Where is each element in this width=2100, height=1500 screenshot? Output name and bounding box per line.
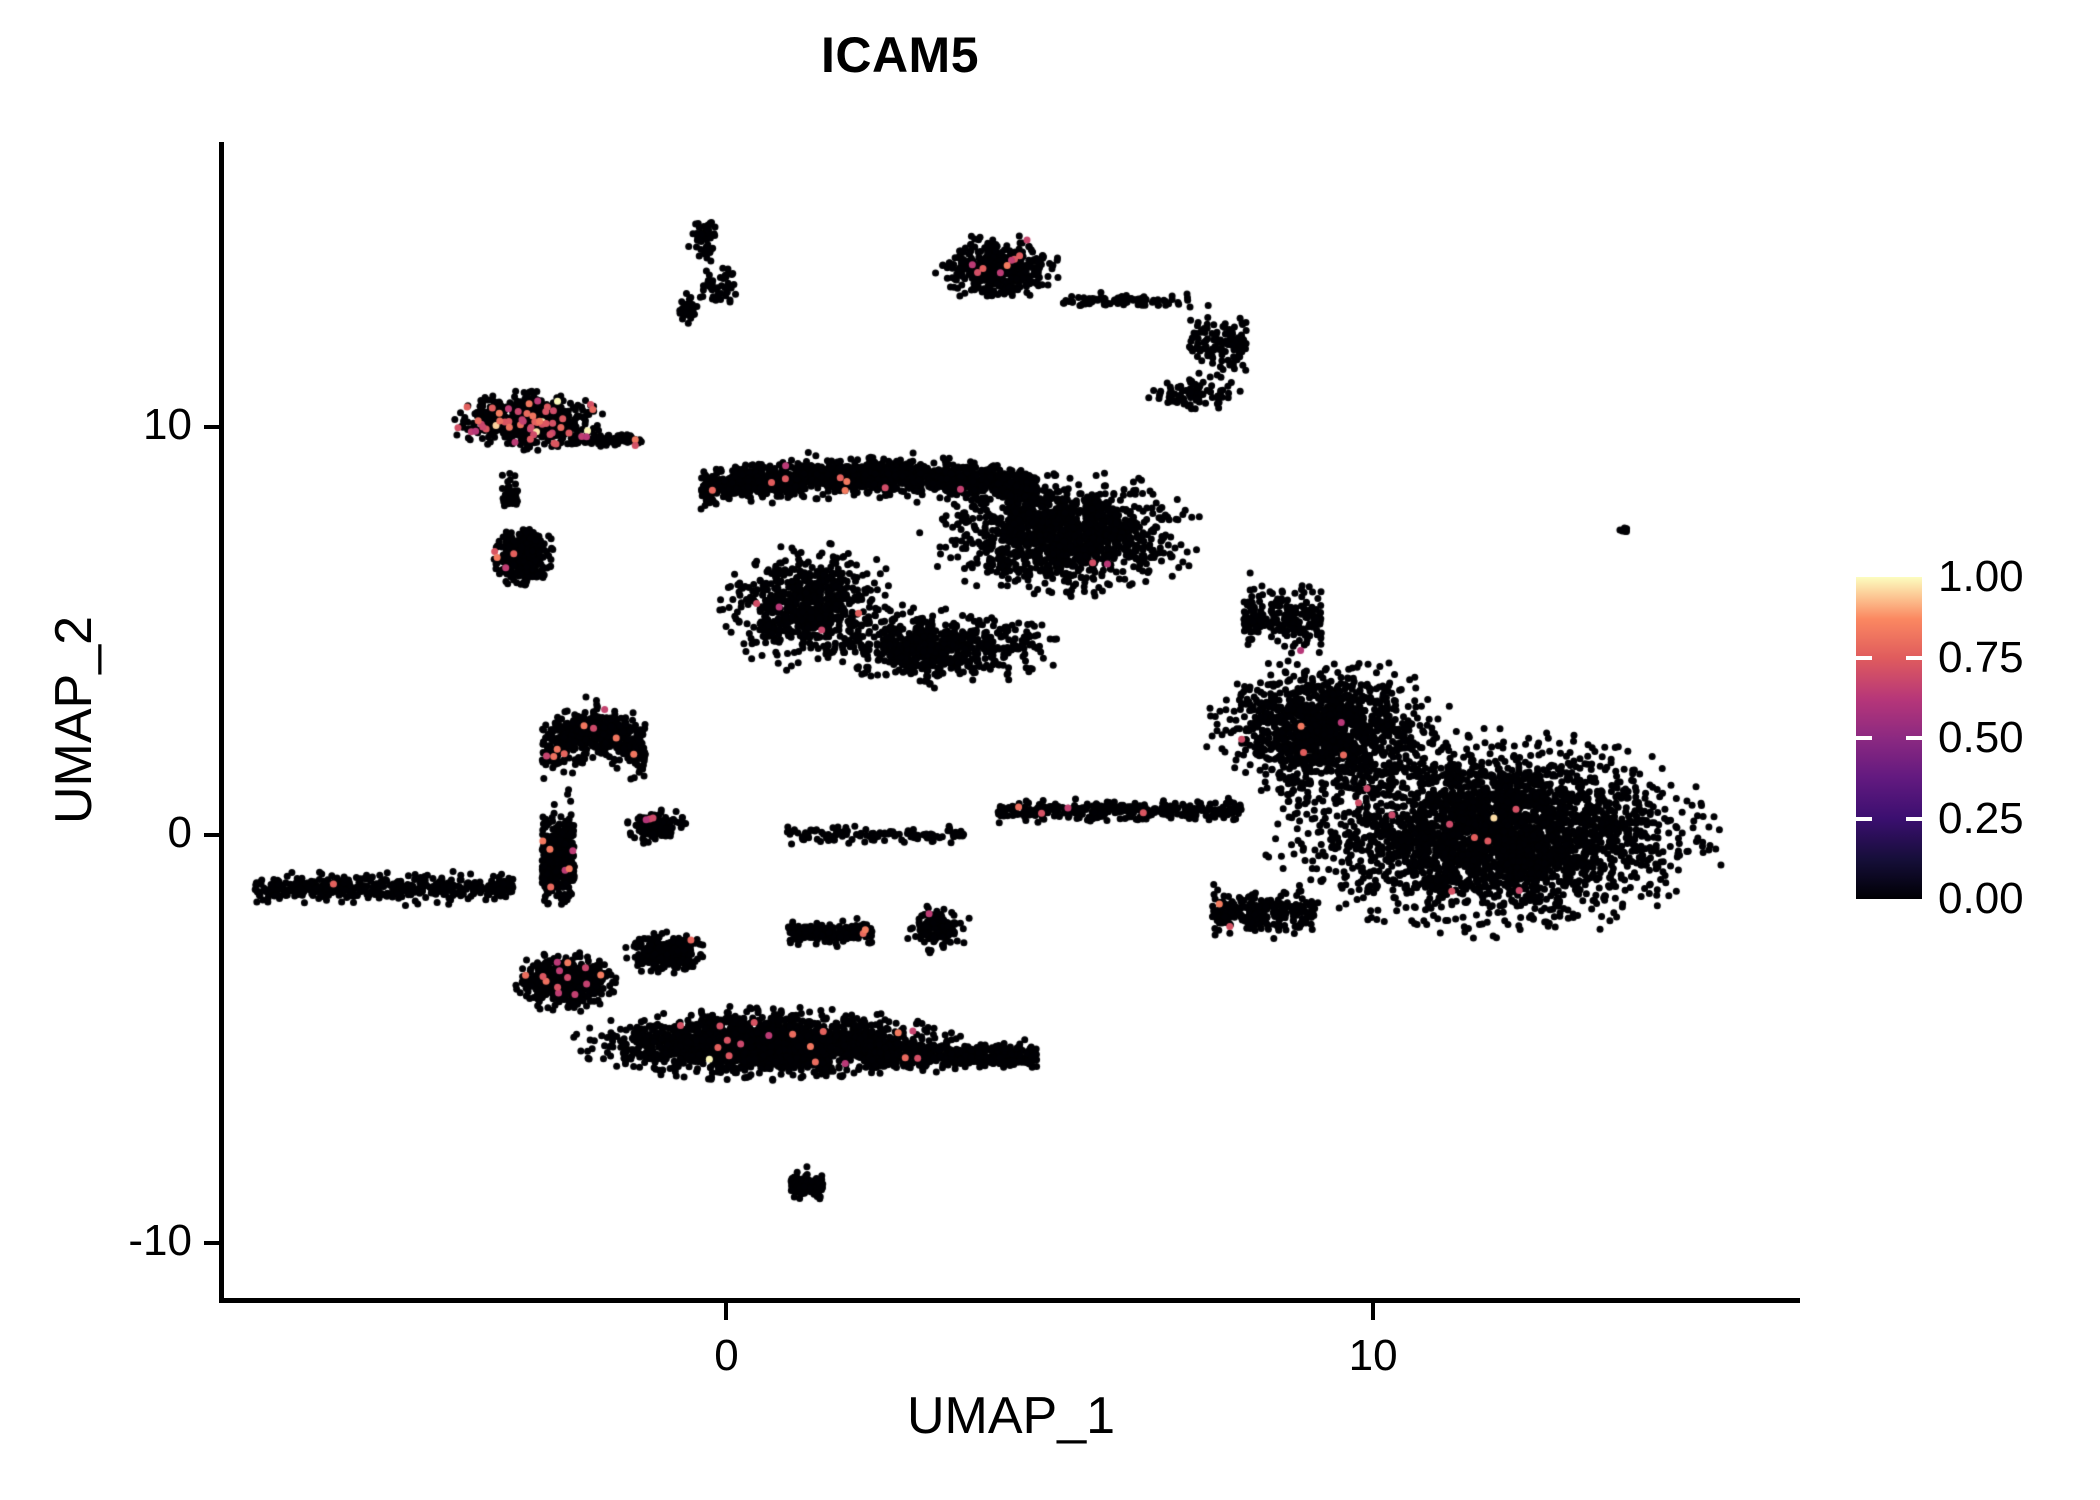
scatter-plot-canvas <box>222 142 1800 1300</box>
x-axis-title: UMAP_1 <box>906 1387 1116 1445</box>
legend-tick-mark <box>1856 655 1922 660</box>
y-axis-line <box>219 142 224 1303</box>
color-legend: 1.00 0.75 0.50 0.25 0.00 <box>1856 555 2086 921</box>
x-tick-label: 10 <box>1348 1331 1398 1380</box>
x-axis-line <box>222 1298 1800 1303</box>
y-tick-mark <box>204 833 221 838</box>
legend-tick-mark <box>1856 816 1922 821</box>
plot-panel <box>222 142 1800 1300</box>
y-tick-label: -10 <box>128 1215 192 1265</box>
y-axis-title: UMAP_2 <box>45 615 103 825</box>
legend-tick-label: 0.50 <box>1938 713 2024 762</box>
legend-tick-label: 1.00 <box>1938 552 2024 601</box>
x-tick-mark <box>724 1303 729 1320</box>
y-tick-label: 0 <box>167 808 192 858</box>
legend-tick-label: 0.25 <box>1938 793 2024 843</box>
legend-tick-label: 0.75 <box>1938 632 2024 682</box>
x-tick-mark <box>1371 1303 1376 1320</box>
y-tick-label: 10 <box>143 400 192 450</box>
x-tick-label: 0 <box>714 1331 739 1380</box>
page-title: ICAM5 <box>820 27 980 83</box>
y-tick-mark <box>204 1240 221 1245</box>
legend-tick-mark <box>1856 736 1922 740</box>
legend-tick-label: 0.00 <box>1938 874 2024 923</box>
y-tick-mark <box>204 425 221 430</box>
